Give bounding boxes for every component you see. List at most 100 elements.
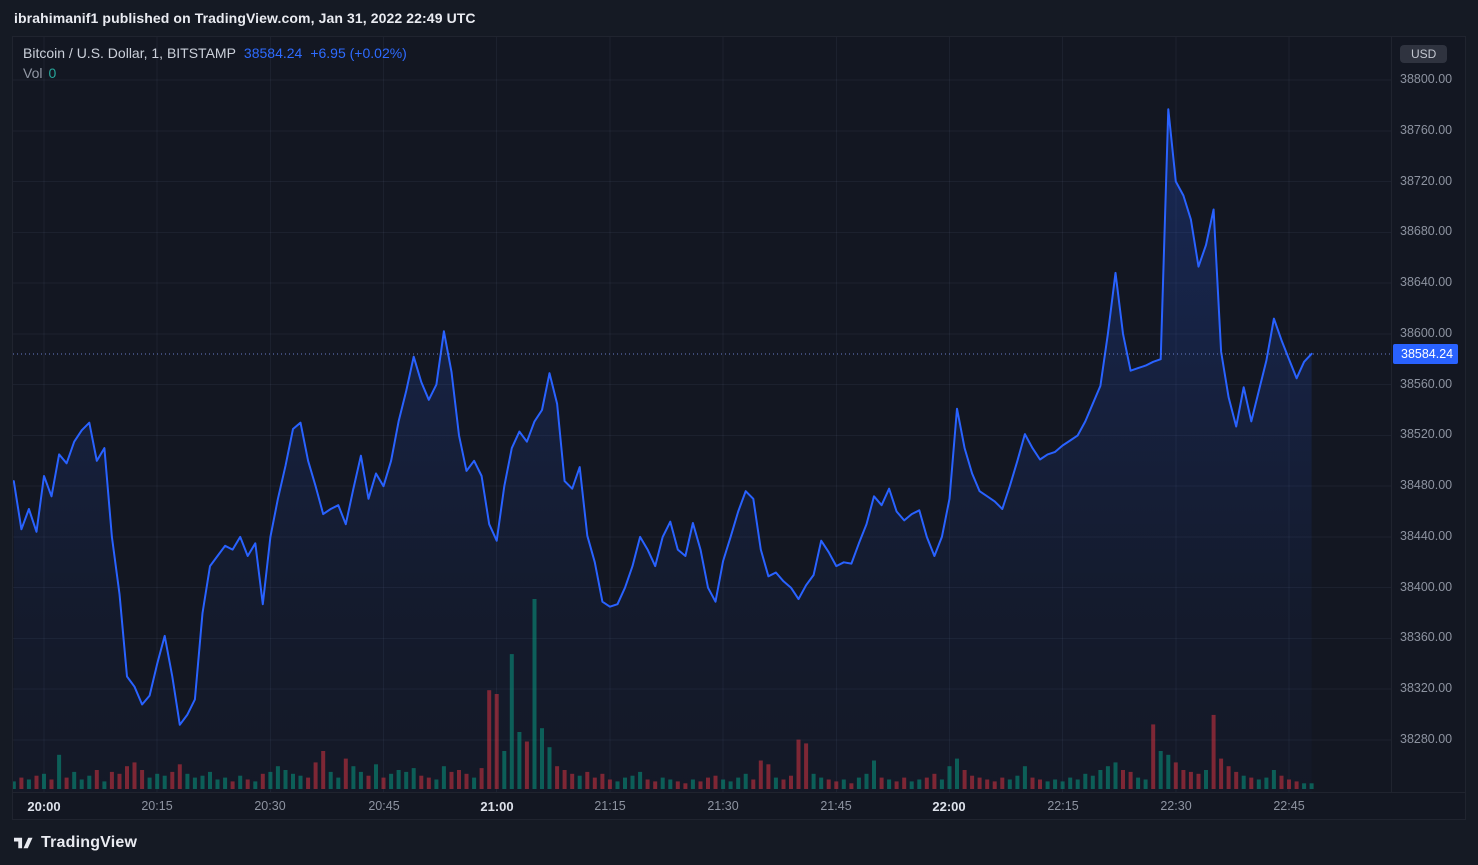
volume-bar [630, 775, 635, 789]
volume-bar [1105, 766, 1110, 789]
volume-bar [517, 732, 522, 789]
volume-bar [328, 771, 333, 789]
volume-bar [623, 777, 627, 789]
volume-bar [1083, 773, 1088, 789]
price-chart-svg[interactable] [13, 37, 1391, 792]
price-area-fill [13, 109, 1312, 792]
volume-bar [449, 771, 454, 789]
volume-bar [42, 773, 46, 789]
volume-bar [1219, 758, 1224, 789]
volume-bar [419, 775, 424, 789]
volume-bar [1302, 783, 1307, 789]
volume-bar [1030, 777, 1035, 789]
time-axis-label: 21:00 [480, 799, 514, 814]
footer-bar: TradingView [0, 820, 1478, 865]
volume-bar [253, 781, 258, 789]
volume-bar [690, 779, 695, 789]
volume-bar [1007, 779, 1012, 789]
volume-bar [562, 770, 567, 789]
volume-bar [962, 770, 967, 789]
volume-value: 0 [48, 65, 57, 81]
volume-bar [841, 779, 846, 789]
time-axis-label: 20:15 [141, 799, 173, 813]
volume-bar [721, 779, 726, 789]
volume-bar [57, 754, 62, 789]
price-axis-label: 38760.00 [1400, 123, 1453, 137]
volume-bar [457, 770, 461, 789]
volume-bar [1121, 770, 1125, 789]
volume-bar [147, 777, 152, 789]
volume-bar [502, 751, 507, 789]
volume-bar [351, 766, 356, 789]
volume-bar [1158, 751, 1163, 789]
volume-bar [917, 779, 922, 789]
volume-bar [1294, 781, 1299, 789]
volume-bar [1151, 724, 1156, 789]
volume-bar [374, 764, 378, 789]
volume-bar [358, 771, 363, 789]
price-axis-label: 38280.00 [1400, 732, 1453, 746]
volume-bar [811, 773, 816, 789]
volume-bar [306, 777, 311, 789]
brand-name: TradingView [41, 833, 138, 851]
volume-bar [1234, 771, 1239, 789]
volume-bar [268, 771, 273, 789]
volume-bar [675, 781, 680, 789]
volume-bar [260, 773, 265, 789]
volume-bar [464, 773, 469, 789]
price-axis-label: 38720.00 [1400, 174, 1453, 188]
volume-bar [909, 781, 914, 789]
volume-bar [336, 777, 341, 789]
volume-bar [751, 779, 756, 789]
price-axis-label: 38600.00 [1400, 326, 1453, 340]
time-axis-label: 22:30 [1160, 799, 1192, 813]
price-axis[interactable]: USD 38584.24 38800.00 38760.00 38720.00 386… [1391, 37, 1466, 792]
volume-bar [713, 775, 718, 789]
volume-bar [1090, 775, 1095, 789]
volume-bar [766, 764, 771, 789]
volume-bar [532, 599, 537, 789]
price-axis-label: 38560.00 [1400, 377, 1453, 391]
volume-bar [1287, 779, 1291, 789]
volume-bar [26, 779, 31, 789]
volume-bar [155, 773, 160, 789]
volume-bar [1022, 766, 1027, 789]
price-axis-label: 38320.00 [1400, 681, 1453, 695]
volume-bar [389, 773, 394, 789]
volume-bar [1264, 777, 1269, 789]
time-axis-label: 21:30 [707, 799, 739, 813]
volume-bar [856, 777, 861, 789]
price-axis-label: 38400.00 [1400, 580, 1453, 594]
volume-bar [411, 768, 416, 789]
volume-bar [1196, 773, 1201, 789]
volume-bar [132, 762, 137, 789]
volume-bar [653, 781, 658, 789]
time-axis-label: 21:15 [594, 799, 626, 813]
time-axis[interactable]: 20:00 20:15 20:30 20:45 21:00 21:15 21:30 21:45… [13, 792, 1465, 819]
volume-bar [208, 771, 212, 789]
volume-bar [1075, 779, 1080, 789]
price-axis-label: 38480.00 [1400, 478, 1453, 492]
volume-bar [426, 777, 431, 789]
publish-info-text: ibrahimanif1 published on TradingView.co… [14, 10, 476, 26]
volume-bar [555, 766, 560, 789]
tradingview-link[interactable]: TradingView [14, 834, 137, 852]
currency-badge: USD [1400, 45, 1448, 63]
volume-bar [970, 775, 975, 789]
chart-canvas[interactable]: Bitcoin / U.S. Dollar, 1, BITSTAMP 38584.… [13, 37, 1391, 792]
volume-bar [313, 762, 318, 789]
volume-bar [728, 781, 733, 789]
time-axis-label: 21:45 [820, 799, 852, 813]
chart-legend: Bitcoin / U.S. Dollar, 1, BITSTAMP 38584.… [23, 45, 407, 81]
volume-bar [894, 781, 899, 789]
volume-bar [585, 771, 590, 789]
volume-bar [200, 775, 205, 789]
volume-bar [1166, 754, 1171, 789]
volume-bar [698, 781, 703, 789]
time-axis-label: 22:15 [1047, 799, 1079, 813]
symbol-title[interactable]: Bitcoin / U.S. Dollar, 1, BITSTAMP [23, 45, 236, 61]
volume-bar [140, 770, 145, 789]
volume-bar [1015, 775, 1020, 789]
volume-label[interactable]: Vol [23, 65, 43, 81]
legend-change: +6.95 (+0.02%) [310, 45, 407, 61]
